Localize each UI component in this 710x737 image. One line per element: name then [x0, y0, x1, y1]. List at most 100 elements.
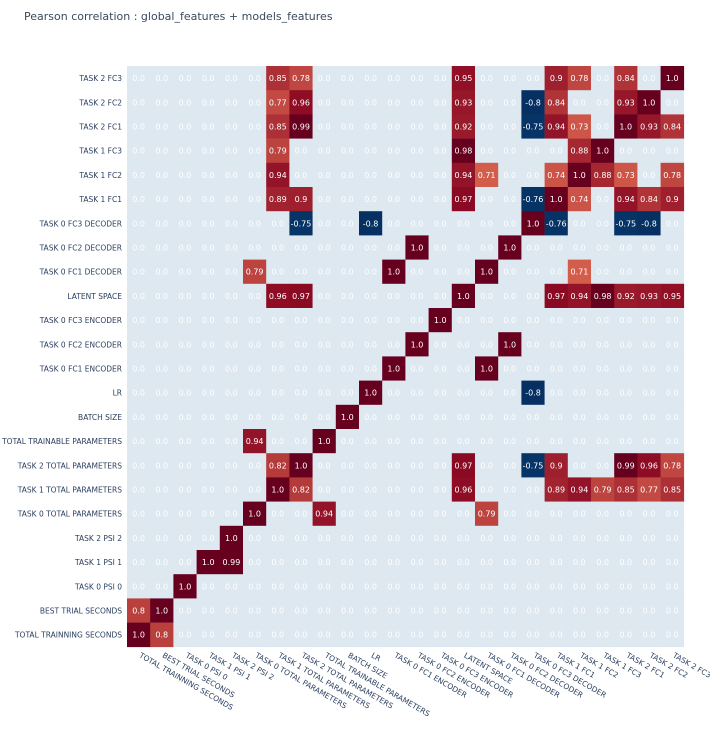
- heatmap-cell[interactable]: [451, 187, 476, 212]
- heatmap-cell[interactable]: [544, 453, 569, 478]
- heatmap-cell[interactable]: [614, 114, 638, 139]
- heatmap-cell[interactable]: [637, 380, 661, 406]
- heatmap-cell[interactable]: [591, 598, 615, 623]
- heatmap-cell[interactable]: [335, 283, 360, 309]
- heatmap-cell[interactable]: [243, 259, 267, 285]
- heatmap-cell[interactable]: [475, 235, 499, 260]
- heatmap-cell[interactable]: [614, 356, 638, 381]
- heatmap-cell[interactable]: [475, 477, 499, 502]
- heatmap-cell[interactable]: [544, 380, 569, 406]
- heatmap-cell[interactable]: [451, 429, 476, 454]
- heatmap-cell[interactable]: [335, 90, 360, 115]
- heatmap-cell[interactable]: [359, 501, 383, 527]
- heatmap-cell[interactable]: [614, 332, 638, 357]
- heatmap-cell[interactable]: [498, 66, 522, 91]
- heatmap-cell[interactable]: [614, 380, 638, 406]
- heatmap-cell[interactable]: [382, 308, 406, 333]
- heatmap-cell[interactable]: [382, 283, 406, 309]
- heatmap-cell[interactable]: [637, 550, 661, 575]
- heatmap-cell[interactable]: [127, 525, 151, 551]
- heatmap-cell[interactable]: [150, 187, 174, 212]
- heatmap-cell[interactable]: [243, 162, 267, 188]
- heatmap-cell[interactable]: [544, 501, 569, 527]
- heatmap-cell[interactable]: [475, 550, 499, 575]
- heatmap-cell[interactable]: [266, 501, 290, 527]
- heatmap-cell[interactable]: [243, 550, 267, 575]
- heatmap-cell[interactable]: [289, 90, 313, 115]
- heatmap-cell[interactable]: [243, 622, 267, 648]
- heatmap-cell[interactable]: [544, 90, 569, 115]
- heatmap-cell[interactable]: [289, 162, 313, 188]
- heatmap-cell[interactable]: [475, 308, 499, 333]
- heatmap-cell[interactable]: [127, 622, 151, 648]
- heatmap-cell[interactable]: [660, 453, 685, 478]
- heatmap-cell[interactable]: [266, 525, 290, 551]
- heatmap-cell[interactable]: [567, 187, 592, 212]
- heatmap-cell[interactable]: [312, 622, 337, 648]
- heatmap-cell[interactable]: [150, 235, 174, 260]
- heatmap-cell[interactable]: [127, 66, 151, 91]
- heatmap-cell[interactable]: [127, 429, 151, 454]
- heatmap-cell[interactable]: [428, 66, 453, 91]
- heatmap-cell[interactable]: [127, 574, 151, 599]
- heatmap-cell[interactable]: [591, 211, 615, 236]
- heatmap-cell[interactable]: [475, 259, 499, 285]
- heatmap-cell[interactable]: [312, 356, 337, 381]
- heatmap-cell[interactable]: [591, 477, 615, 502]
- heatmap-cell[interactable]: [312, 598, 337, 623]
- heatmap-cell[interactable]: [127, 90, 151, 115]
- heatmap-cell[interactable]: [405, 66, 429, 91]
- heatmap-cell[interactable]: [544, 622, 569, 648]
- heatmap-cell[interactable]: [335, 308, 360, 333]
- heatmap-cell[interactable]: [173, 283, 197, 309]
- heatmap-cell[interactable]: [312, 308, 337, 333]
- heatmap-cell[interactable]: [660, 622, 685, 648]
- heatmap-cell[interactable]: [498, 453, 522, 478]
- heatmap-cell[interactable]: [127, 308, 151, 333]
- heatmap-cell[interactable]: [591, 235, 615, 260]
- heatmap-cell[interactable]: [451, 259, 476, 285]
- heatmap-cell[interactable]: [614, 598, 638, 623]
- heatmap-cell[interactable]: [660, 308, 685, 333]
- heatmap-cell[interactable]: [219, 90, 244, 115]
- heatmap-cell[interactable]: [173, 356, 197, 381]
- heatmap-cell[interactable]: [544, 114, 569, 139]
- heatmap-cell[interactable]: [266, 453, 290, 478]
- heatmap-cell[interactable]: [196, 332, 221, 357]
- heatmap-cell[interactable]: [196, 574, 221, 599]
- heatmap-cell[interactable]: [498, 380, 522, 406]
- heatmap-cell[interactable]: [266, 138, 290, 164]
- heatmap-cell[interactable]: [266, 90, 290, 115]
- heatmap-cell[interactable]: [382, 259, 406, 285]
- heatmap-cell[interactable]: [196, 598, 221, 623]
- heatmap-cell[interactable]: [219, 477, 244, 502]
- heatmap-cell[interactable]: [660, 356, 685, 381]
- heatmap-cell[interactable]: [660, 429, 685, 454]
- heatmap-cell[interactable]: [591, 308, 615, 333]
- heatmap-cell[interactable]: [660, 598, 685, 623]
- heatmap-cell[interactable]: [475, 332, 499, 357]
- heatmap-cell[interactable]: [150, 114, 174, 139]
- heatmap-cell[interactable]: [498, 550, 522, 575]
- heatmap-cell[interactable]: [173, 114, 197, 139]
- heatmap-cell[interactable]: [219, 308, 244, 333]
- heatmap-cell[interactable]: [637, 501, 661, 527]
- heatmap-cell[interactable]: [428, 162, 453, 188]
- heatmap-cell[interactable]: [498, 187, 522, 212]
- heatmap-cell[interactable]: [451, 550, 476, 575]
- heatmap-cell[interactable]: [475, 574, 499, 599]
- heatmap-cell[interactable]: [544, 211, 569, 236]
- heatmap-cell[interactable]: [359, 477, 383, 502]
- heatmap-cell[interactable]: [567, 622, 592, 648]
- heatmap-cell[interactable]: [521, 550, 545, 575]
- heatmap-cell[interactable]: [451, 235, 476, 260]
- heatmap-cell[interactable]: [359, 429, 383, 454]
- heatmap-cell[interactable]: [196, 259, 221, 285]
- heatmap-cell[interactable]: [614, 477, 638, 502]
- heatmap-cell[interactable]: [660, 501, 685, 527]
- heatmap-cell[interactable]: [219, 550, 244, 575]
- heatmap-cell[interactable]: [451, 356, 476, 381]
- heatmap-cell[interactable]: [173, 138, 197, 164]
- heatmap-cell[interactable]: [335, 380, 360, 406]
- heatmap-cell[interactable]: [451, 501, 476, 527]
